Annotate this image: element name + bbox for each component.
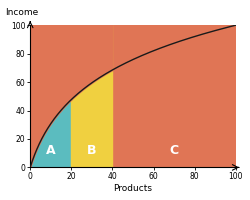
Text: C: C: [170, 144, 179, 157]
X-axis label: Products: Products: [114, 184, 152, 193]
Bar: [30, 25, 71, 167]
Bar: [71, 25, 112, 167]
Text: B: B: [87, 144, 97, 157]
Text: Income: Income: [6, 8, 39, 17]
Text: A: A: [46, 144, 56, 157]
